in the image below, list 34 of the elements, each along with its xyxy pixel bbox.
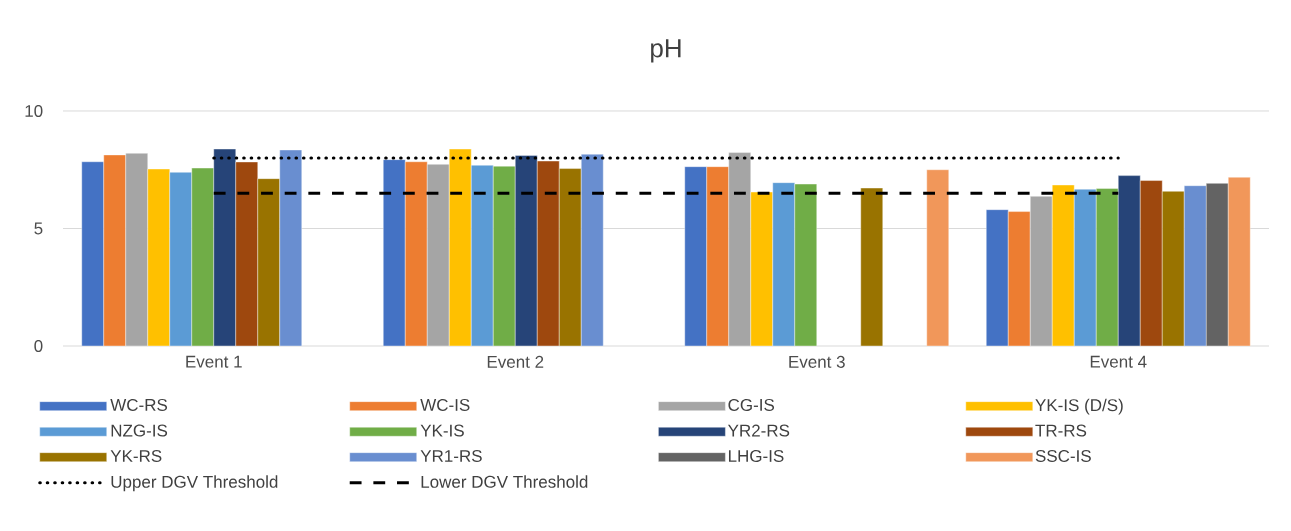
y-tick-label: 10 [25, 104, 43, 118]
bar [860, 187, 883, 346]
legend-label: YR1-RS [420, 449, 482, 462]
legend-label: CG-IS [728, 398, 775, 411]
bar [449, 148, 472, 346]
chart-title: pH [651, 39, 681, 63]
bar [926, 169, 949, 346]
bar [515, 155, 538, 346]
y-tick-label: 0 [34, 339, 43, 353]
bar [1140, 180, 1163, 346]
legend-label: LHG-IS [728, 449, 784, 462]
legend-label: YK-RS [110, 449, 162, 462]
legend-label: WC-RS [110, 398, 168, 411]
legend-label: Upper DGV Threshold [111, 475, 278, 492]
legend-label: NZG-IS [111, 424, 168, 437]
legend-label: YR2-RS [727, 424, 790, 437]
bar [235, 161, 258, 346]
bar [213, 148, 236, 346]
legend-label: YK-IS (D/S) [1035, 398, 1123, 415]
legend-label: YK-IS [420, 424, 464, 437]
legend-label: WC-IS [420, 398, 470, 411]
bar [147, 168, 170, 346]
x-tick-label: Event 1 [186, 355, 242, 368]
x-tick-label: Event 3 [789, 355, 845, 368]
bar [750, 191, 773, 346]
x-tick-label: Event 2 [487, 355, 544, 368]
bar [1052, 184, 1075, 346]
legend-label: Lower DGV Threshold [421, 475, 588, 488]
legend-label: SSC-IS [1035, 449, 1091, 462]
bar [537, 160, 560, 346]
x-tick-label: Event 4 [1090, 355, 1147, 368]
legend-label: TR-RS [1035, 424, 1087, 437]
bar [1118, 175, 1141, 346]
y-tick-label: 5 [34, 222, 43, 235]
